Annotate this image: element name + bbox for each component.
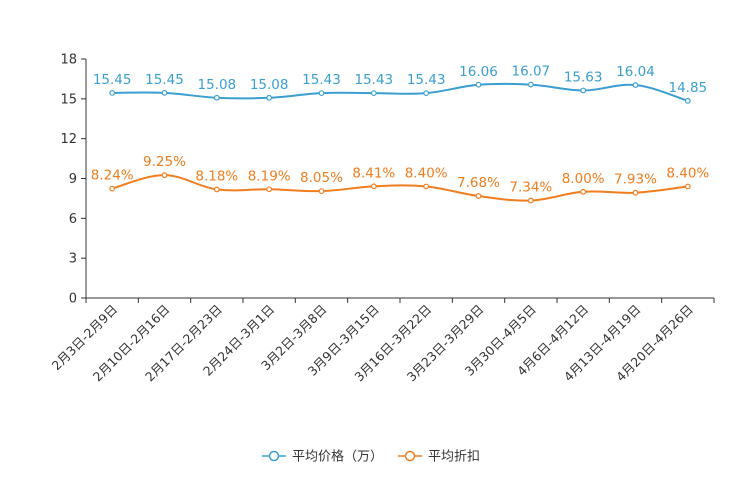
data-label: 15.08	[198, 77, 237, 93]
data-label: 8.40%	[666, 165, 709, 181]
data-label: 8.41%	[352, 165, 395, 181]
data-point	[213, 186, 220, 193]
data-point	[318, 90, 325, 97]
data-point	[423, 183, 430, 190]
y-tick-label: 6	[69, 212, 77, 227]
data-label: 8.05%	[300, 170, 343, 186]
y-tick-label: 18	[60, 53, 77, 68]
data-label: 8.19%	[248, 168, 291, 184]
legend-label: 平均价格（万）	[292, 449, 383, 465]
data-point	[632, 189, 639, 196]
data-point	[684, 183, 691, 190]
data-label: 9.25%	[143, 154, 186, 170]
data-label: 15.43	[407, 72, 446, 88]
data-point	[527, 197, 534, 204]
legend-marker-icon	[404, 450, 416, 462]
data-point	[109, 185, 116, 192]
data-point	[213, 94, 220, 101]
data-point	[580, 188, 587, 195]
data-point	[370, 183, 377, 190]
series-line-2	[111, 174, 688, 202]
data-point	[266, 186, 273, 193]
data-labels: 15.45 15.45 15.08 15.08 15.43 15.43 15.43 16.06…	[91, 64, 710, 196]
data-point	[266, 94, 273, 101]
data-label: 15.45	[93, 72, 132, 88]
x-axis: 2月3日-2月9日2月10日-2月16日2月17日-2月23日2月24日-3月1…	[49, 297, 715, 384]
data-point	[109, 89, 116, 96]
data-label: 16.06	[459, 64, 498, 80]
data-point	[423, 90, 430, 97]
data-label: 16.07	[512, 64, 551, 80]
data-point	[684, 97, 691, 104]
y-axis: 0 3 6 9 12 15 18	[60, 53, 87, 307]
y-tick-label: 3	[69, 252, 77, 267]
series-line-1	[112, 82, 689, 102]
data-label: 8.24%	[91, 168, 134, 184]
data-label: 7.34%	[509, 180, 552, 196]
data-point	[370, 90, 377, 97]
data-point	[318, 188, 325, 195]
y-tick-label: 12	[60, 132, 77, 147]
data-point	[161, 89, 168, 96]
legend-label: 平均折扣	[428, 450, 480, 465]
data-point	[580, 87, 587, 94]
data-label: 8.18%	[195, 168, 238, 184]
data-point	[475, 193, 482, 199]
data-label: 16.04	[616, 64, 655, 80]
legend: 平均价格（万） 平均折扣	[262, 449, 480, 465]
legend-marker-icon	[268, 450, 280, 462]
data-label: 14.85	[669, 80, 708, 96]
data-label: 15.43	[302, 72, 341, 88]
data-label: 7.68%	[457, 175, 500, 191]
data-point	[161, 172, 168, 179]
data-point	[632, 82, 639, 88]
data-label: 15.43	[355, 72, 394, 88]
data-point	[527, 81, 534, 88]
data-label: 8.00%	[562, 171, 605, 187]
data-label: 7.93%	[614, 172, 657, 188]
data-label: 8.40%	[405, 165, 448, 181]
y-tick-label: 15	[60, 92, 77, 107]
data-label: 15.63	[564, 69, 603, 85]
y-tick-label: 9	[69, 172, 77, 187]
series-lines	[109, 81, 691, 204]
data-label: 15.08	[250, 77, 289, 93]
y-tick-label: 0	[69, 292, 77, 307]
data-label: 15.45	[145, 72, 184, 88]
data-point	[475, 81, 482, 88]
